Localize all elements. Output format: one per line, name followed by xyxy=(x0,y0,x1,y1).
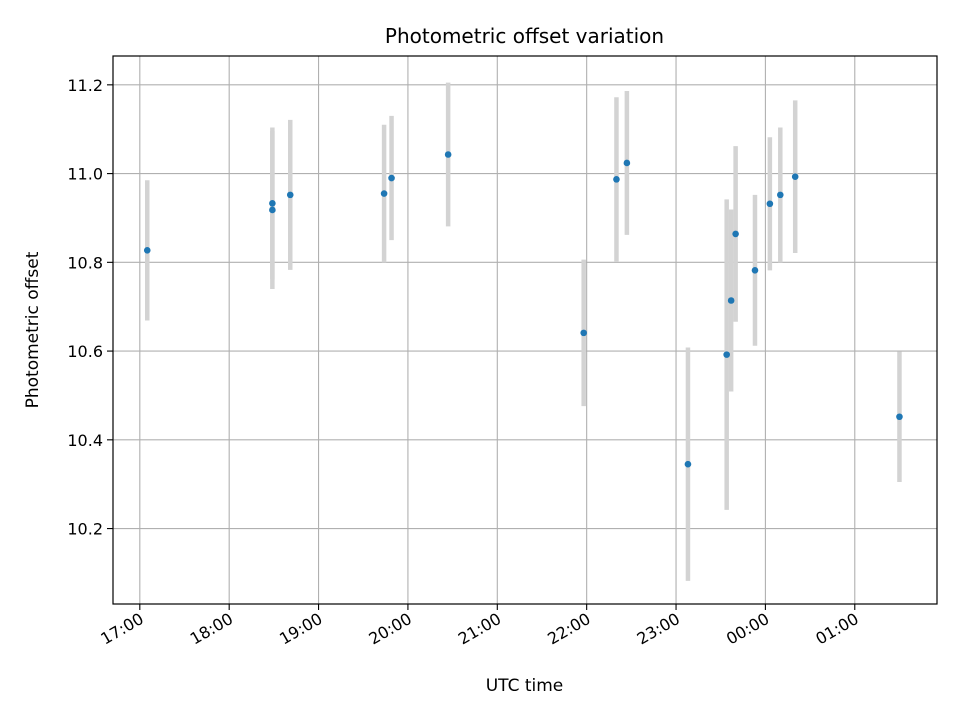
y-tick-label: 10.8 xyxy=(67,253,103,272)
y-axis-ticks: 10.2 10.4 10.6 10.8 11.0 11.2 xyxy=(67,76,113,539)
data-point xyxy=(777,191,784,199)
data-point xyxy=(444,151,452,158)
data-point xyxy=(269,200,276,207)
y-tick-label: 10.2 xyxy=(67,520,103,539)
data-point xyxy=(286,191,294,199)
data-point xyxy=(613,176,620,183)
grid xyxy=(113,56,937,604)
data-point xyxy=(732,230,739,238)
data-point xyxy=(896,413,903,421)
data-point xyxy=(766,200,774,208)
data-point xyxy=(751,267,759,274)
data-point xyxy=(269,206,276,214)
data-point xyxy=(580,329,587,337)
y-tick-label: 11.2 xyxy=(67,76,103,95)
data-point xyxy=(388,174,395,182)
x-axis-label: UTC time xyxy=(486,676,564,696)
y-tick-label: 10.4 xyxy=(67,431,103,450)
data-point xyxy=(143,247,151,254)
y-tick-label: 11.0 xyxy=(67,165,103,184)
data-point xyxy=(727,297,735,304)
y-tick-label: 10.6 xyxy=(67,342,103,361)
data-point xyxy=(791,173,799,180)
data-point xyxy=(380,190,388,197)
data-point xyxy=(684,460,692,468)
y-axis-label: Photometric offset xyxy=(23,251,43,408)
data-points xyxy=(143,151,903,468)
plot-frame xyxy=(112,55,938,605)
chart-title: Photometric offset variation xyxy=(385,24,664,48)
data-point xyxy=(723,351,730,358)
data-point xyxy=(623,159,631,167)
